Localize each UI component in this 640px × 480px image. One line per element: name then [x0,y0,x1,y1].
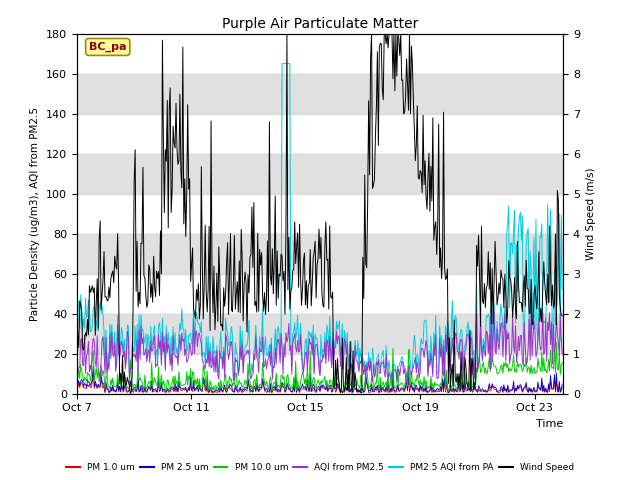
Y-axis label: Particle Density (ug/m3), AQI from PM2.5: Particle Density (ug/m3), AQI from PM2.5 [30,107,40,321]
Bar [77,154,563,193]
Y-axis label: Wind Speed (m/s): Wind Speed (m/s) [586,168,596,260]
Bar [77,313,563,354]
Title: Purple Air Particulate Matter: Purple Air Particulate Matter [222,17,418,31]
Text: BC_pa: BC_pa [89,42,127,52]
Bar [77,73,563,114]
Bar [77,234,563,274]
Legend: PM 1.0 um, PM 2.5 um, PM 10.0 um, AQI from PM2.5, PM2.5 AQI from PA, Wind Speed: PM 1.0 um, PM 2.5 um, PM 10.0 um, AQI fr… [63,459,577,476]
X-axis label: Time: Time [536,419,563,429]
